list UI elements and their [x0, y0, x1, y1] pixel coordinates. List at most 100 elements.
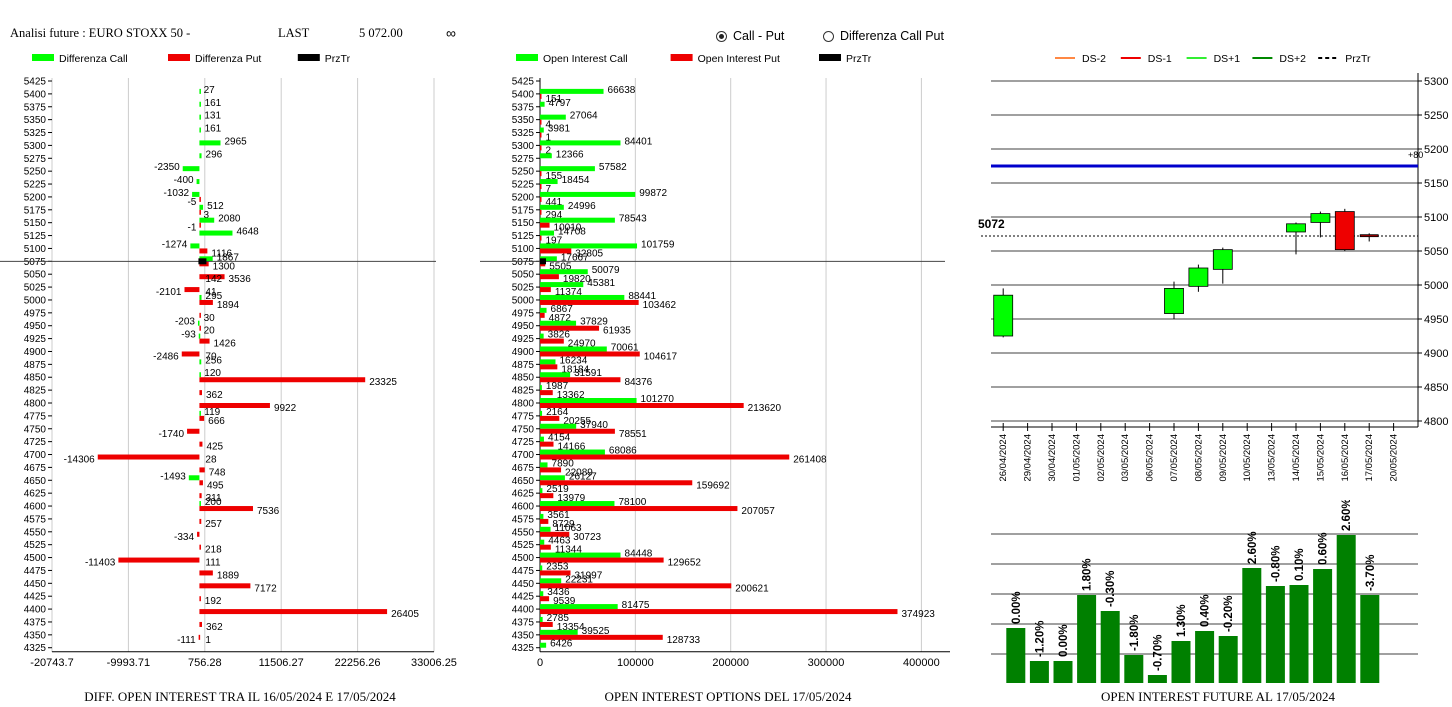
put-oi-bar: [540, 441, 554, 447]
strike-label: 5050: [24, 270, 47, 281]
put-diff-label: 666: [208, 416, 225, 427]
put-oi-bar: [540, 325, 600, 331]
strike-label: 4775: [512, 411, 535, 422]
call-diff-bar: [199, 140, 221, 146]
strike-label: 4725: [24, 437, 47, 448]
date-label: 02/05/2024: [1096, 434, 1107, 482]
call-oi-label: 78543: [619, 214, 647, 225]
put-diff-label: 311: [206, 493, 222, 504]
strike-label: 4475: [512, 566, 535, 577]
call-oi-label: 66638: [608, 85, 636, 96]
call-diff-label: 27: [204, 85, 216, 96]
put-oi-bar: [540, 557, 664, 563]
strike-label: 5150: [24, 218, 47, 229]
put-diff-label: 1894: [217, 300, 240, 311]
legend-swatch: [32, 54, 54, 61]
call-oi-bar: [540, 230, 555, 236]
strike-label: 5350: [512, 115, 535, 126]
call-oi-label: 50079: [592, 265, 620, 276]
future-oi-label: -0.80%: [1270, 546, 1282, 582]
radio-diff-call-put[interactable]: Differenza Call Put: [823, 29, 944, 43]
put-diff-label: 362: [206, 390, 223, 401]
strike-label: 4350: [512, 630, 535, 641]
future-oi-bar: [1171, 641, 1191, 683]
put-diff-label: 192: [205, 596, 222, 607]
put-diff-bar: [197, 531, 200, 537]
strike-label: 4500: [512, 553, 535, 564]
call-diff-bar: [199, 501, 201, 507]
put-oi-label: 31997: [575, 570, 603, 581]
call-diff-label: 295: [206, 291, 223, 302]
put-oi-bar: [540, 119, 542, 125]
put-oi-bar: [540, 583, 732, 589]
call-oi-bar: [540, 449, 605, 455]
put-diff-label: 1116: [211, 248, 232, 259]
put-diff-bar: [199, 506, 253, 512]
date-label: 16/05/2024: [1340, 434, 1351, 482]
future-oi-label: 2.60%: [1341, 500, 1353, 531]
strike-label: 4925: [24, 334, 47, 345]
put-oi-label: 14166: [558, 442, 586, 453]
call-diff-label: 161: [205, 98, 222, 109]
call-oi-bar: [540, 307, 547, 313]
call-oi-label: 84401: [624, 136, 652, 147]
future-oi-label: 0.40%: [1200, 594, 1212, 627]
strike-label: 4750: [512, 424, 535, 435]
put-oi-label: 84376: [624, 377, 652, 388]
date-label: 15/05/2024: [1315, 434, 1326, 482]
legend-swatch: [297, 54, 320, 61]
put-oi-label: 155: [546, 171, 563, 182]
call-oi-label: 57582: [599, 162, 627, 173]
strike-value-label: 70: [205, 351, 217, 362]
put-oi-label: 13362: [557, 390, 585, 401]
put-diff-bar: [199, 570, 213, 576]
put-oi-label: 207057: [741, 506, 775, 517]
date-label: 09/05/2024: [1218, 434, 1229, 482]
strike-label: 4700: [24, 450, 47, 461]
strike-label: 5150: [512, 218, 535, 229]
put-oi-label: 78551: [619, 429, 647, 440]
call-oi-bar: [540, 114, 566, 120]
legend-swatch: [516, 54, 538, 61]
call-oi-bar: [540, 385, 542, 391]
call-oi-bar: [540, 475, 565, 481]
y-tick-label: 4800: [1424, 416, 1448, 428]
put-diff-bar: [199, 403, 270, 408]
date-label: 07/05/2024: [1169, 434, 1180, 482]
strike-label: 4875: [24, 360, 47, 371]
strike-label: 4400: [512, 605, 535, 616]
strike-label: 4825: [512, 386, 535, 397]
strike-label: 4925: [512, 334, 535, 345]
put-diff-label: -1: [188, 223, 197, 234]
strike-label: 4750: [24, 424, 47, 435]
put-diff-bar: [199, 596, 201, 602]
future-oi-bar: [1336, 535, 1356, 683]
put-oi-label: 24970: [568, 339, 596, 350]
put-oi-bar: [540, 506, 738, 512]
call-oi-label: 37940: [580, 420, 608, 431]
put-oi-bar: [540, 390, 553, 396]
caption-diff: DIFF. OPEN INTEREST TRA IL 16/05/2024 E …: [84, 689, 396, 704]
call-oi-label: 6867: [551, 304, 574, 315]
strike-label: 4425: [512, 592, 535, 603]
strike-label: 4675: [512, 463, 535, 474]
radio-call-put[interactable]: Call - Put: [716, 29, 784, 43]
put-oi-bar: [540, 544, 551, 550]
put-diff-label: 30: [204, 313, 216, 324]
future-oi-label: 1.80%: [1082, 558, 1094, 591]
date-label: 26/04/2024: [998, 434, 1009, 482]
last-price-label: 5072: [978, 217, 1005, 231]
put-oi-bar: [540, 299, 639, 305]
put-diff-bar: [187, 428, 200, 434]
call-diff-label: -1274: [162, 239, 188, 250]
put-oi-label: 20255: [563, 416, 591, 427]
infinity-icon[interactable]: ∞: [446, 25, 456, 41]
candle-body: [1310, 213, 1331, 223]
strike-label: 4850: [512, 373, 535, 384]
call-oi-bar: [540, 578, 562, 584]
put-diff-bar: [199, 209, 201, 215]
strike-label: 4575: [24, 514, 47, 525]
x-tick-label: 22256.26: [335, 657, 381, 669]
put-oi-bar: [540, 467, 562, 473]
put-oi-bar: [540, 184, 542, 190]
